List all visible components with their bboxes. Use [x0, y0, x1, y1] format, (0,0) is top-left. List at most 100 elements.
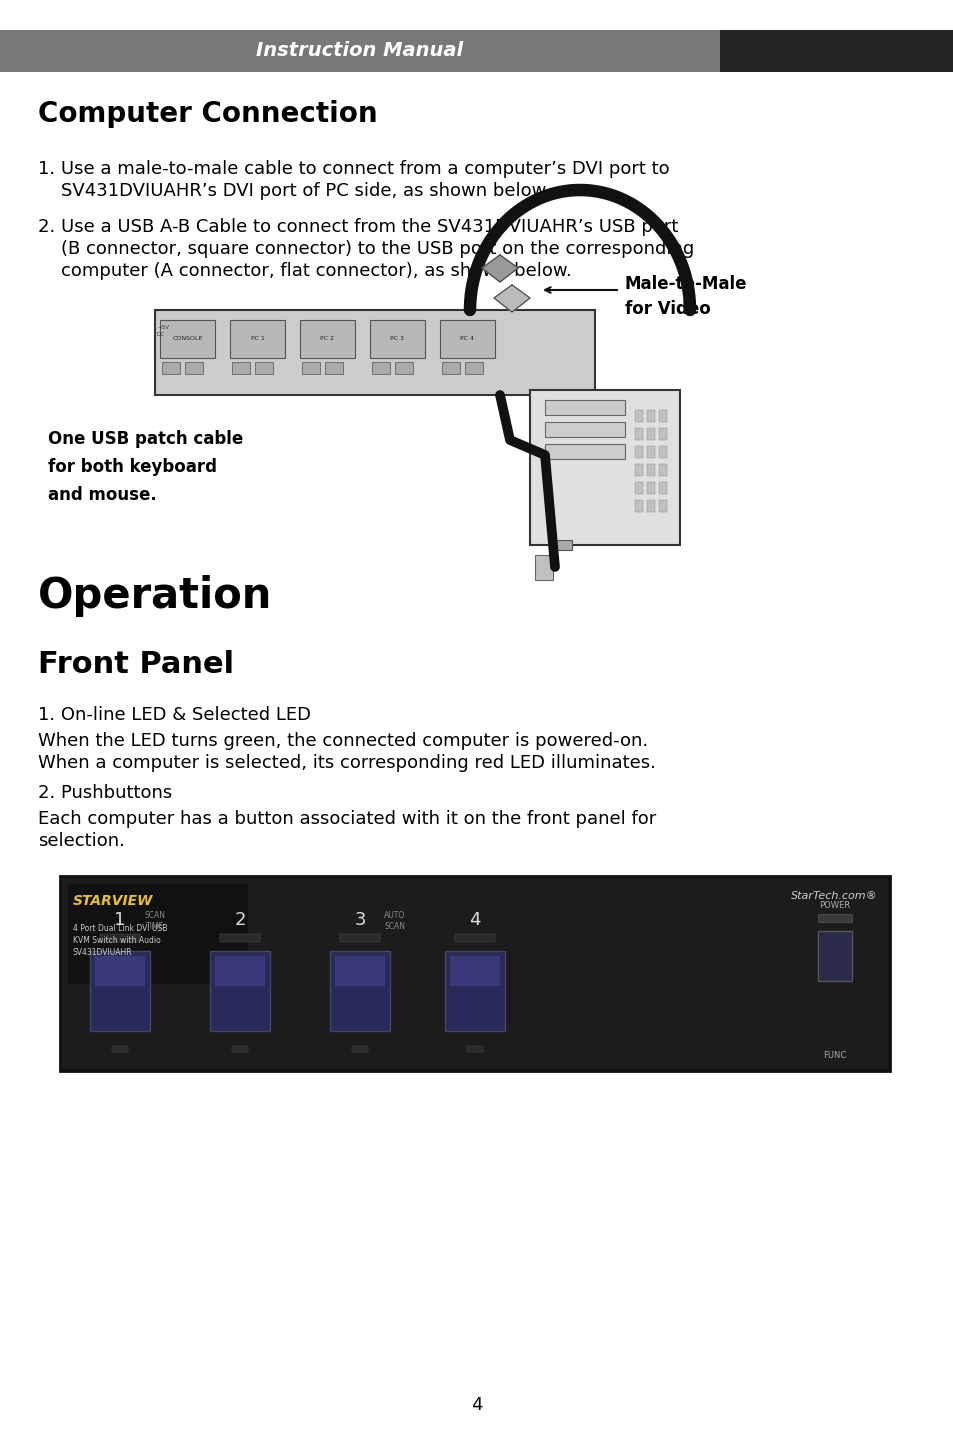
Text: SCAN
TIME: SCAN TIME	[144, 912, 165, 932]
Polygon shape	[481, 255, 517, 282]
Bar	[299, 321, 355, 358]
Bar	[62, 879, 887, 1069]
Bar	[550, 539, 572, 550]
Bar	[635, 411, 642, 422]
Text: When the LED turns green, the connected computer is powered-on.: When the LED turns green, the connected …	[38, 733, 647, 750]
Bar	[160, 321, 214, 358]
Text: StarTech.com®: StarTech.com®	[790, 892, 877, 902]
Text: 2: 2	[234, 912, 246, 929]
Bar	[646, 428, 655, 439]
Bar	[635, 464, 642, 477]
Bar	[232, 362, 250, 373]
Bar	[817, 932, 851, 982]
Bar	[0, 30, 720, 72]
Bar	[817, 914, 851, 922]
Text: STARVIEW: STARVIEW	[73, 894, 153, 909]
Text: SV431DVIUAHR: SV431DVIUAHR	[73, 947, 132, 957]
Bar	[100, 934, 140, 942]
Bar	[352, 1046, 368, 1052]
Bar	[646, 411, 655, 422]
Bar	[450, 956, 499, 986]
Bar	[325, 362, 343, 373]
Bar	[635, 446, 642, 458]
Bar	[535, 555, 553, 580]
Text: DC: DC	[157, 332, 165, 336]
Text: 4 Port Dual Link DVI USB: 4 Port Dual Link DVI USB	[73, 924, 167, 933]
Text: +5V: +5V	[157, 325, 169, 331]
Text: 1. Use a male-to-male cable to connect from a computer’s DVI port to: 1. Use a male-to-male cable to connect f…	[38, 160, 669, 177]
Bar	[467, 1046, 482, 1052]
Bar	[659, 499, 666, 512]
Text: Front Panel: Front Panel	[38, 650, 233, 678]
Bar	[530, 391, 679, 545]
Bar	[544, 422, 624, 436]
Bar	[659, 428, 666, 439]
Bar	[370, 321, 424, 358]
Text: POWER: POWER	[819, 902, 850, 910]
Text: 4: 4	[471, 1397, 482, 1414]
Text: PC 1: PC 1	[251, 336, 264, 342]
Bar	[60, 876, 889, 1070]
Bar	[544, 401, 624, 415]
Bar	[162, 362, 180, 373]
Bar	[635, 428, 642, 439]
Bar	[646, 464, 655, 477]
Text: One USB patch cable
for both keyboard
and mouse.: One USB patch cable for both keyboard an…	[48, 429, 243, 504]
Text: KVM Switch with Audio: KVM Switch with Audio	[73, 936, 161, 944]
Text: Instruction Manual: Instruction Manual	[256, 41, 463, 60]
Bar	[646, 482, 655, 494]
Bar	[154, 311, 595, 395]
Bar	[95, 956, 145, 986]
Bar	[441, 362, 459, 373]
Text: 2. Pushbuttons: 2. Pushbuttons	[38, 784, 172, 801]
Bar	[646, 499, 655, 512]
Text: PC 4: PC 4	[460, 336, 474, 342]
Text: FUNC: FUNC	[822, 1050, 845, 1060]
Text: 2. Use a USB A-B Cable to connect from the SV431DVIUAHR’s USB port: 2. Use a USB A-B Cable to connect from t…	[38, 218, 678, 236]
Text: When a computer is selected, its corresponding red LED illuminates.: When a computer is selected, its corresp…	[38, 754, 656, 771]
Bar	[635, 499, 642, 512]
Text: PC 2: PC 2	[320, 336, 335, 342]
Bar	[439, 321, 495, 358]
Bar	[444, 952, 504, 1030]
Bar	[185, 362, 203, 373]
Text: Male-to-Male
for Video: Male-to-Male for Video	[624, 275, 747, 318]
Bar	[254, 362, 273, 373]
Bar	[659, 411, 666, 422]
Text: (B connector, square connector) to the USB port on the corresponding: (B connector, square connector) to the U…	[38, 240, 694, 258]
Bar	[464, 362, 482, 373]
Polygon shape	[494, 285, 530, 312]
Bar	[112, 1046, 128, 1052]
Bar	[230, 321, 285, 358]
Text: Operation: Operation	[38, 575, 273, 617]
Text: 1. On-line LED & Selected LED: 1. On-line LED & Selected LED	[38, 705, 311, 724]
Text: PC 3: PC 3	[390, 336, 404, 342]
Text: 1: 1	[114, 912, 126, 929]
Bar	[659, 446, 666, 458]
Text: selection.: selection.	[38, 831, 125, 850]
Bar	[330, 952, 390, 1030]
Bar	[214, 956, 265, 986]
Bar	[90, 952, 150, 1030]
Text: AUTO
SCAN: AUTO SCAN	[384, 912, 405, 932]
Bar	[659, 482, 666, 494]
Bar	[720, 30, 953, 72]
Bar	[210, 952, 270, 1030]
Text: computer (A connector, flat connector), as shown below.: computer (A connector, flat connector), …	[38, 262, 571, 280]
Bar	[395, 362, 413, 373]
Text: CONSOLE: CONSOLE	[172, 336, 202, 342]
Bar	[232, 1046, 248, 1052]
Bar	[544, 444, 624, 459]
Text: 4: 4	[469, 912, 480, 929]
Bar	[302, 362, 319, 373]
Text: Computer Connection: Computer Connection	[38, 100, 377, 127]
Bar	[659, 464, 666, 477]
Bar	[455, 934, 495, 942]
Bar	[339, 934, 379, 942]
Bar	[646, 446, 655, 458]
Bar	[372, 362, 390, 373]
Bar	[68, 884, 248, 985]
Bar	[635, 482, 642, 494]
Text: 3: 3	[354, 912, 365, 929]
Bar	[335, 956, 385, 986]
